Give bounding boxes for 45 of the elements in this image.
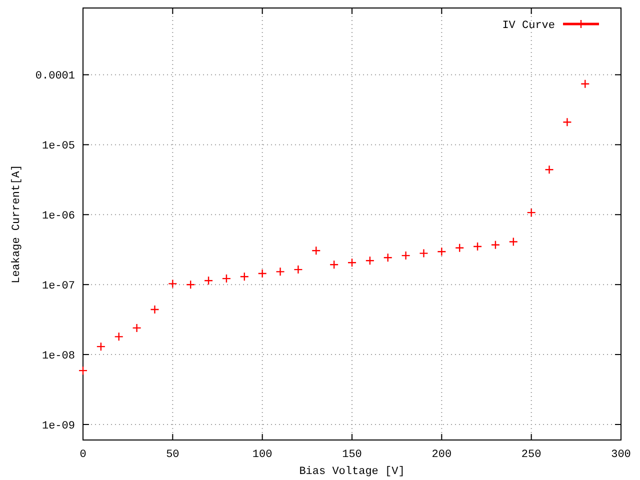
x-tick-label: 200 [432,449,452,461]
point [508,237,518,246]
x-tick-label: 150 [342,449,362,461]
point [419,248,428,258]
y-axis-title: Leakage Current[A] [11,164,23,284]
point [240,272,249,282]
point [150,304,160,314]
point [472,242,482,252]
point [186,280,196,290]
point [437,247,446,256]
point [383,253,392,262]
point [204,276,214,286]
point [312,246,321,256]
point [365,256,375,266]
y-tick-label: 1e-05 [42,140,75,153]
y-tick-label: 0.0001 [35,70,76,83]
point [132,323,142,333]
x-tick-label: 50 [166,449,180,461]
y-tick-label: 1e-09 [42,420,75,432]
point [276,267,285,276]
point [526,208,536,218]
point [562,118,572,127]
point [168,279,178,288]
x-tick-label: 0 [80,449,86,461]
point [258,268,267,278]
point [580,79,590,88]
x-tick-label: 300 [611,449,631,461]
point [455,243,464,252]
point [114,332,124,342]
point [329,260,339,270]
point [490,240,500,250]
x-tick-label: 250 [521,449,542,461]
x-axis-title: Bias Voltage [V] [299,466,405,478]
point [222,274,232,284]
point [294,264,303,274]
point [401,250,410,260]
legend-label: IV Curve [502,20,555,32]
point [78,366,88,376]
y-tick-label: 1e-07 [42,280,75,293]
y-tick-label: 1e-08 [42,350,75,363]
x-tick-label: 100 [252,449,272,461]
y-tick-label: 1e-06 [42,210,75,223]
point [96,342,106,352]
point [544,165,554,174]
point [347,258,357,268]
